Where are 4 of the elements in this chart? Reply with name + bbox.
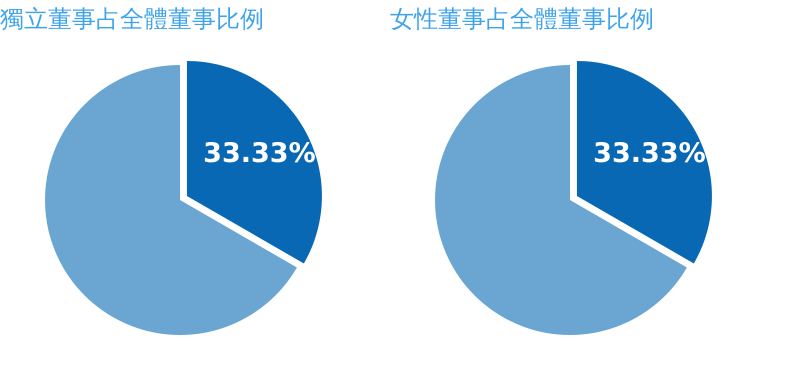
chart-title: 女性董事占全體董事比例 (390, 5, 654, 33)
chart-title: 獨立董事占全體董事比例 (0, 5, 264, 33)
data-label: 33.33% (203, 138, 316, 170)
data-label: 33.33% (593, 138, 706, 170)
